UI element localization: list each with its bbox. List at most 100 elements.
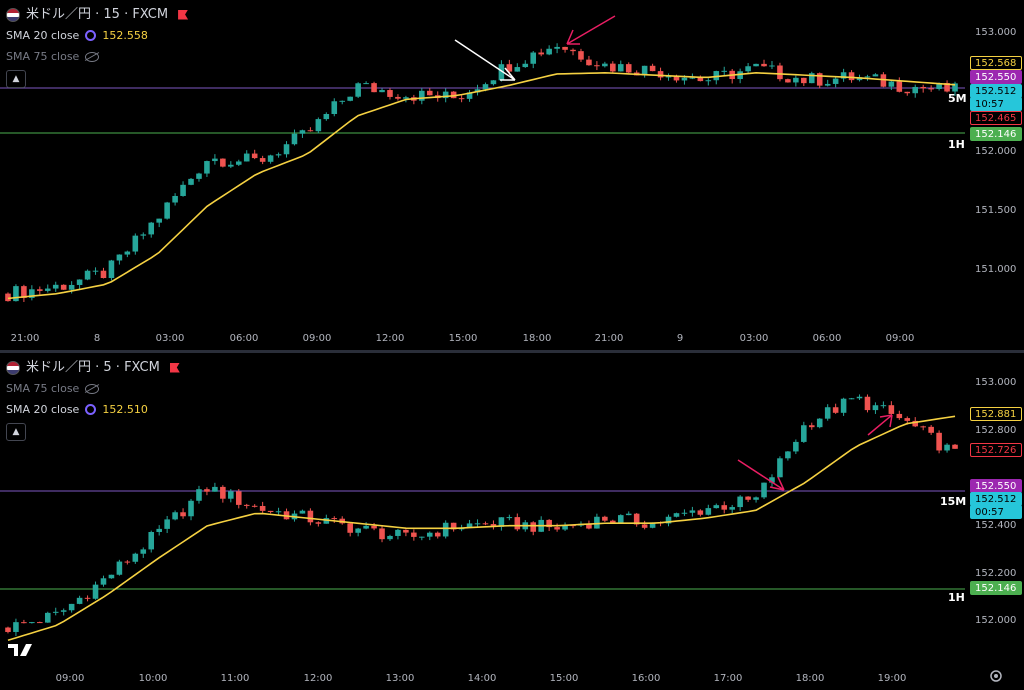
price-tick-label: 153.000 (975, 377, 1017, 388)
price-tag[interactable]: 152.726 (970, 443, 1022, 457)
candle-body (37, 622, 43, 624)
candle-body (610, 520, 616, 523)
candle-body (196, 173, 202, 179)
time-tick-label: 18:00 (522, 333, 552, 344)
sma20-line (7, 72, 956, 300)
candle-body (450, 91, 457, 99)
candle-body (21, 622, 27, 624)
price-tag[interactable]: 152.550 (970, 70, 1022, 84)
time-tick-label: 13:00 (385, 673, 415, 684)
candle-body (848, 72, 855, 81)
price-tag[interactable]: 10:57 (970, 97, 1022, 111)
red-flag-icon[interactable] (178, 9, 189, 20)
symbol-title[interactable]: 米ドル／円 · 5 · FXCM (26, 360, 160, 375)
price-tag[interactable]: 152.512 (970, 492, 1022, 506)
candle-body (944, 83, 950, 92)
collapse-legend-button[interactable]: ▲ (6, 70, 26, 88)
candle-body (641, 524, 648, 528)
tradingview-logo-icon[interactable] (6, 640, 36, 660)
time-tick-label: 10:00 (138, 673, 168, 684)
candle-body (474, 523, 481, 525)
candle-body (140, 549, 147, 554)
price-tick-label: 152.800 (975, 425, 1017, 436)
time-tick-label: 21:00 (594, 333, 624, 344)
candle-body (880, 405, 887, 407)
indicator-row[interactable]: SMA 75 close (6, 46, 188, 67)
candle-body (395, 529, 401, 536)
time-tick-label: 09:00 (302, 333, 332, 344)
candle-body (705, 80, 712, 82)
price-tick-label: 152.000 (975, 615, 1017, 626)
candle-body (490, 524, 497, 527)
candle-body (299, 510, 306, 514)
candle-body (259, 158, 266, 162)
candle-body (753, 63, 759, 67)
candle-body (84, 270, 91, 280)
usd-jpy-flag-icon (6, 360, 20, 375)
candle-body (355, 83, 361, 97)
candle-body (824, 83, 831, 86)
time-tick-label: 09:00 (885, 333, 915, 344)
candle-body (888, 81, 895, 87)
candle-body (745, 496, 751, 500)
price-tag[interactable]: 152.146 (970, 127, 1022, 141)
price-tag[interactable]: 152.465 (970, 111, 1022, 125)
collapse-legend-button[interactable]: ▲ (6, 423, 26, 441)
candle-body (673, 513, 680, 517)
price-tick-label: 151.000 (975, 264, 1017, 275)
price-tag[interactable]: 152.146 (970, 581, 1022, 595)
hidden-eye-icon[interactable] (85, 383, 100, 394)
pink-arrow-annotation[interactable] (737, 459, 785, 491)
candle-body (689, 77, 696, 79)
indicator-row[interactable]: SMA 20 close 152.558 (6, 25, 188, 46)
pink-arrow-annotation[interactable] (867, 414, 893, 436)
red-flag-icon[interactable] (169, 362, 180, 373)
settings-gear-icon[interactable] (988, 668, 1004, 684)
candle-body (204, 489, 210, 492)
candle-body (482, 523, 489, 525)
candle-body (602, 516, 608, 521)
price-tick-label: 152.000 (975, 146, 1017, 157)
candle-body (586, 59, 592, 66)
chart-pane-5m[interactable]: 米ドル／円 · 5 · FXCM SMA 75 close SMA 20 clo… (0, 353, 1024, 690)
candle-body (37, 289, 43, 291)
candle-body (816, 418, 823, 428)
price-tick-label: 152.200 (975, 568, 1017, 579)
candle-body (307, 130, 314, 132)
hidden-eye-icon[interactable] (85, 51, 100, 62)
candle-body (872, 74, 879, 77)
price-tag[interactable]: 00:57 (970, 505, 1022, 519)
candle-body (649, 522, 656, 528)
indicator-row[interactable]: SMA 20 close 152.510 (6, 399, 180, 420)
candle-body (92, 270, 99, 272)
candle-body (777, 458, 783, 478)
candle-body (426, 90, 433, 96)
candle-body (387, 90, 393, 97)
pink-arrow-annotation[interactable] (566, 15, 616, 45)
chart-pane-15m[interactable]: 米ドル／円 · 15 · FXCM SMA 20 close 152.558 S… (0, 0, 1024, 350)
candle-body (100, 578, 107, 585)
time-tick-label: 03:00 (739, 333, 769, 344)
symbol-title[interactable]: 米ドル／円 · 15 · FXCM (26, 7, 169, 22)
chart-canvas-5m[interactable] (0, 353, 1024, 690)
candle-body (952, 444, 958, 449)
candle-body (785, 79, 791, 83)
candle-body (5, 627, 11, 632)
pane-separator[interactable] (0, 350, 1024, 353)
candle-body (164, 519, 170, 529)
candle-body (156, 528, 162, 532)
price-tag[interactable]: 152.550 (970, 479, 1022, 493)
price-tag[interactable]: 152.568 (970, 56, 1022, 70)
candle-body (570, 49, 576, 52)
price-tag[interactable]: 152.881 (970, 407, 1022, 421)
chart-canvas-15m[interactable] (0, 0, 1024, 350)
price-tag[interactable]: 152.512 (970, 84, 1022, 98)
candle-body (458, 98, 465, 100)
candle-body (522, 63, 529, 68)
candle-body (108, 574, 115, 579)
candle-body (864, 396, 871, 411)
candle-body (315, 119, 322, 132)
white-arrow-annotation[interactable] (454, 39, 516, 81)
indicator-row[interactable]: SMA 75 close (6, 378, 180, 399)
time-tick-label: 16:00 (631, 673, 661, 684)
